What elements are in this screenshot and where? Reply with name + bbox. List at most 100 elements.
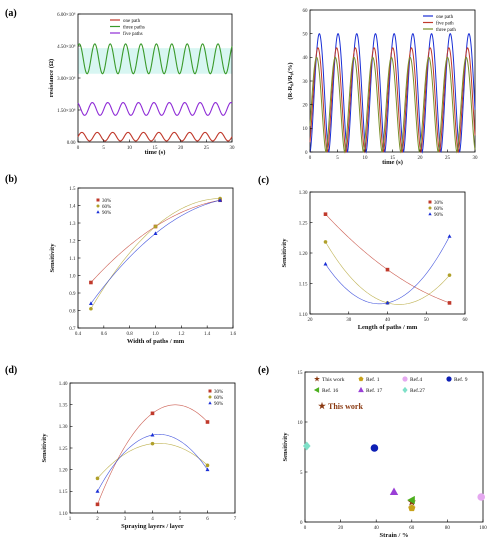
a-left-ytick-label: 1.50×10⁶: [57, 108, 76, 114]
a-left-xtick-label: 20: [178, 146, 184, 151]
a-right-xtick-label: 15: [390, 156, 396, 161]
a-left-ytick-label: 4.50×10⁶: [57, 44, 76, 50]
c-data-point: [447, 273, 452, 277]
a-right-xtick-label: 5: [336, 156, 339, 161]
d-ytick-label: 1.25: [59, 447, 68, 452]
b-data-point: [153, 231, 158, 235]
e-data-point: [477, 493, 486, 501]
d-legend-marker: [208, 395, 212, 399]
b-ylabel: Sensitivity: [49, 243, 56, 273]
a-left-xtick-label: 15: [153, 146, 159, 151]
d-ytick-label: 1.20: [59, 468, 68, 473]
b-ytick-label: 0.7: [69, 327, 76, 332]
a-left-legend-label: one path: [123, 19, 141, 24]
c-data-point: [323, 212, 328, 216]
d-ytick-label: 1.15: [59, 490, 68, 495]
d-data-point: [150, 432, 155, 437]
e-data-point: [302, 441, 311, 451]
b-xtick-label: 1.4: [204, 332, 211, 337]
a-left-ytick-label: 0.00: [67, 141, 76, 146]
b-data-point: [89, 280, 93, 285]
e-ytick-label: 5: [300, 471, 303, 476]
e-legend-marker: [314, 375, 320, 382]
a-right-ytick-label: 60: [303, 9, 309, 14]
d-ytick-label: 1.30: [59, 425, 68, 430]
d-data-point: [205, 420, 210, 424]
a-right-ylabel: (R-R₀)/R₀(%): [287, 62, 294, 99]
a-right-series-line: [309, 56, 476, 154]
d-legend-label: 60%: [214, 396, 223, 401]
b-legend-marker: [96, 210, 100, 214]
a-left-xtick-label: 5: [102, 146, 105, 151]
panel-label-c: (c): [258, 175, 269, 186]
d-data-point: [205, 463, 210, 468]
e-legend-label: Ref. 1: [366, 376, 380, 383]
c-legend-marker: [428, 200, 432, 204]
d-fit-curve: [97, 442, 208, 479]
b-legend-marker: [96, 198, 100, 202]
a-left-xtick-label: 10: [127, 146, 133, 151]
e-ytick-label: 0: [300, 521, 303, 526]
e-data-point: [370, 444, 379, 452]
b-xtick-label: 0.8: [127, 332, 134, 337]
b-xtick-label: 1.2: [178, 332, 185, 337]
e-plot-frame: [304, 371, 484, 523]
c-ylabel: Sensitivity: [281, 238, 288, 268]
b-xtick-label: 0.4: [75, 332, 82, 337]
e-ytick-label: 15: [298, 371, 304, 376]
e-legend-label: Ref.27: [410, 387, 425, 394]
b-ytick-label: 0.9: [69, 292, 76, 297]
d-data-point: [95, 502, 100, 507]
c-data-point: [447, 301, 452, 305]
e-legend-label: Ref. 9: [454, 376, 468, 383]
panel-label-e: (e): [258, 365, 269, 376]
a-left-series-line: [77, 43, 233, 75]
e-xtick-label: 60: [409, 526, 415, 531]
c-xtick-label: 20: [308, 318, 314, 323]
d-xtick-label: 4: [151, 517, 154, 522]
d-legend-marker: [208, 389, 212, 393]
c-xtick-label: 50: [424, 318, 430, 323]
e-legend-label: Ref. 16: [322, 387, 338, 394]
a-right-xtick-label: 25: [445, 156, 451, 161]
b-ytick-label: 1.0: [69, 274, 76, 279]
a-right-ytick-label: 0: [305, 151, 308, 156]
b-xlabel: Width of paths / mm: [127, 338, 185, 345]
b-ytick-label: 1.1: [69, 257, 76, 262]
e-xtick-label: 0: [304, 526, 307, 531]
c-legend-marker: [428, 206, 432, 210]
c-fit-curve: [325, 213, 450, 304]
a-right-legend-label: five path: [436, 21, 454, 26]
e-legend-marker: [358, 376, 364, 382]
a-right-ytick-label: 40: [303, 56, 309, 61]
b-xtick-label: 1.6: [230, 332, 237, 337]
a-right-legend-label: one path: [436, 15, 454, 20]
e-annotation-text: This work: [328, 402, 363, 411]
a-left-ytick-label: 6.00×10⁶: [57, 12, 76, 18]
a-left-ylabel: resistance (Ω): [48, 59, 55, 97]
b-ytick-label: 1.2: [69, 239, 76, 244]
d-ytick-label: 1.35: [59, 403, 68, 408]
c-ytick-label: 1.10: [299, 313, 308, 318]
c-ytick-label: 1.15: [299, 282, 308, 287]
b-ytick-label: 1.3: [69, 222, 76, 227]
c-legend-marker: [428, 212, 432, 216]
c-xtick-label: 40: [385, 318, 391, 323]
a-right-ytick-label: 20: [303, 103, 309, 108]
d-data-point: [150, 411, 155, 416]
a-right-legend-label: three path: [436, 28, 456, 33]
e-legend-marker: [402, 386, 408, 394]
b-ytick-label: 1.4: [69, 204, 76, 209]
c-legend-label: 60%: [434, 207, 443, 212]
d-data-point: [150, 441, 155, 446]
e-legend-marker: [358, 386, 364, 393]
c-xlabel: Length of paths / mm: [358, 324, 418, 331]
e-xtick-label: 100: [479, 526, 487, 531]
d-data-point: [205, 467, 210, 472]
c-ytick-label: 1.30: [299, 191, 308, 196]
d-xtick-label: 5: [179, 517, 182, 522]
a-left-legend-label: three paths: [123, 25, 145, 30]
e-ylabel: Sensitivity: [282, 432, 289, 462]
e-data-point: [389, 487, 399, 496]
